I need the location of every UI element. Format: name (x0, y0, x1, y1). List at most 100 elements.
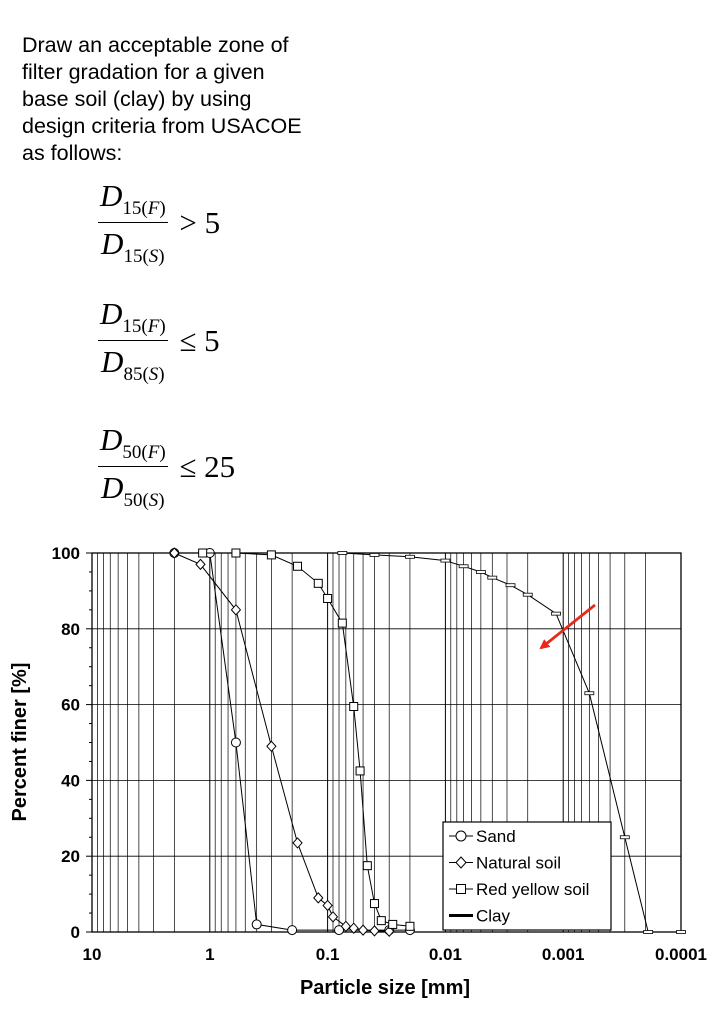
point-marker (619, 835, 630, 840)
numerator: D15(F) (98, 296, 168, 341)
y-axis: 0 20 40 60 80 100 (52, 544, 92, 942)
legend-entry: Natural soil (449, 854, 561, 873)
numerator-letter: F (147, 442, 160, 463)
point-marker (456, 884, 466, 894)
series-line (174, 552, 410, 931)
point-marker (198, 548, 208, 558)
point-marker (369, 552, 380, 557)
x-tick-label: 0.001 (542, 945, 585, 964)
point-marker (475, 570, 486, 574)
fraction: D15(F) D15(S) (98, 178, 168, 268)
criterion-formula-1: D15(F) D15(S) > 5 (98, 178, 220, 268)
denominator: D85(S) (101, 344, 165, 385)
y-tick-label: 40 (61, 771, 80, 790)
point-marker (455, 856, 467, 869)
inequality: ≤ 25 (179, 449, 235, 485)
numerator-letter: F (147, 198, 160, 219)
series-red-yellow-soil (198, 548, 415, 931)
legend-entry: Clay (449, 907, 511, 926)
series-line (342, 552, 681, 933)
point-marker (266, 550, 276, 560)
numerator: D50(F) (98, 422, 168, 467)
point-marker (362, 861, 372, 871)
point-marker (337, 618, 347, 628)
legend-entry: Red yellow soil (449, 880, 589, 899)
red-arrow-pointer (539, 603, 596, 650)
denominator-subscript: 85 (123, 364, 143, 385)
point-marker (313, 892, 324, 904)
point-marker (322, 899, 333, 912)
denominator-symbol: D (101, 344, 124, 379)
y-tick-label: 0 (71, 923, 80, 942)
point-marker (337, 551, 348, 555)
legend: Sand Natural soil Red yellow soil Clay (442, 821, 612, 931)
point-marker (323, 593, 333, 603)
prompt-line: as follows: (22, 141, 123, 165)
prompt-line: Draw an acceptable zone of (22, 33, 289, 57)
series-layer (169, 547, 686, 937)
y-tick-label: 60 (61, 696, 80, 715)
denominator-letter: S (148, 364, 159, 385)
denominator-symbol: D (101, 226, 124, 261)
numerator-subscript: 15 (122, 316, 142, 337)
point-marker (251, 919, 262, 930)
inequality: ≤ 5 (179, 323, 219, 359)
point-marker (230, 737, 241, 748)
point-marker (458, 564, 469, 569)
y-tick-label: 80 (61, 620, 80, 639)
legend-label: Natural soil (476, 854, 561, 873)
x-tick-label: 0.01 (429, 945, 462, 964)
x-axis-title: Particle size [mm] (300, 977, 470, 999)
legend-label: Clay (476, 907, 511, 926)
point-marker (355, 766, 365, 776)
point-marker (440, 558, 451, 563)
denominator-letter: S (148, 246, 159, 267)
point-marker (551, 611, 561, 616)
point-marker (313, 578, 323, 588)
point-marker (676, 930, 686, 934)
prompt-text: Draw an acceptable zone of filter gradat… (22, 32, 362, 167)
series-natural-soil (169, 547, 395, 937)
point-marker (505, 583, 516, 588)
gradation-chart: 0 20 40 60 80 100 10 1 0.1 0.01 0.001 0.0001 Perce… (9, 544, 707, 999)
legend-label: Sand (476, 827, 516, 846)
y-tick-label: 20 (61, 847, 80, 866)
point-marker (405, 921, 415, 931)
point-marker (522, 592, 533, 597)
relation-value: 25 (204, 449, 236, 484)
point-marker (405, 554, 415, 559)
point-marker (340, 920, 352, 933)
point-marker (266, 740, 277, 753)
point-marker (369, 899, 379, 909)
prompt-line: filter gradation for a given (22, 60, 265, 84)
point-marker (643, 930, 654, 934)
point-marker (230, 604, 242, 616)
relation-symbol: ≤ (179, 323, 197, 358)
point-marker (231, 548, 241, 558)
point-marker (287, 925, 298, 936)
x-tick-label: 0.0001 (655, 945, 707, 964)
point-marker (376, 916, 386, 926)
relation-value: 5 (204, 205, 221, 240)
point-marker (327, 911, 339, 923)
denominator-letter: S (148, 490, 159, 511)
legend-entry: Sand (449, 827, 516, 846)
numerator-symbol: D (100, 422, 123, 457)
point-marker (357, 924, 369, 936)
inequality: > 5 (179, 205, 220, 241)
point-marker (369, 925, 380, 937)
legend-box (442, 821, 612, 931)
x-tick-label: 1 (205, 945, 214, 964)
criterion-formula-3: D50(F) D50(S) ≤ 25 (98, 422, 235, 512)
prompt-line: design criteria from USACOE (22, 114, 302, 138)
series-clay (337, 551, 686, 934)
point-marker (293, 561, 303, 571)
denominator: D15(S) (101, 226, 165, 267)
numerator-symbol: D (100, 178, 123, 213)
relation-symbol: > (179, 205, 197, 240)
point-marker (455, 830, 467, 842)
numerator-subscript: 15 (122, 198, 142, 219)
numerator-subscript: 50 (122, 442, 142, 463)
prompt-line: base soil (clay) by using (22, 87, 252, 111)
x-axis: 10 1 0.1 0.01 0.001 0.0001 (83, 945, 707, 964)
